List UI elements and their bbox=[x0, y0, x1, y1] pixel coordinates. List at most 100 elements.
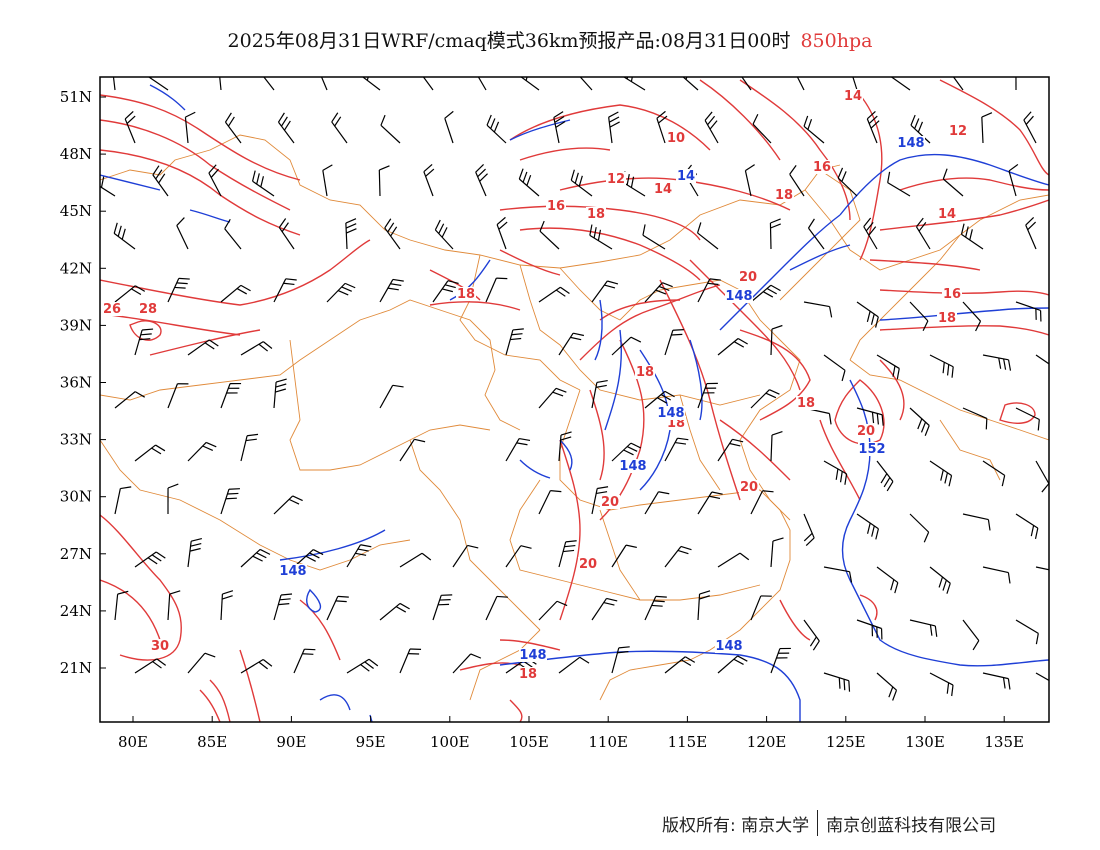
height-contour-label: 148 bbox=[619, 459, 646, 474]
wind-barb bbox=[346, 658, 379, 674]
wind-barb bbox=[1015, 77, 1017, 91]
wind-barb bbox=[187, 538, 203, 568]
temperature-contour-label: 20 bbox=[739, 270, 757, 285]
geopotential-isoheight bbox=[319, 694, 351, 711]
contour-label-bg bbox=[948, 124, 968, 138]
temperature-isotherm bbox=[429, 301, 521, 311]
wind-barb bbox=[379, 384, 404, 409]
lat-label: 42N bbox=[60, 259, 92, 277]
lat-label: 30N bbox=[60, 488, 92, 506]
lat-label: 36N bbox=[60, 374, 92, 392]
wind-barb bbox=[322, 164, 333, 197]
contour-label-bg bbox=[725, 289, 753, 303]
temperature-isotherm bbox=[579, 284, 721, 361]
wind-barb bbox=[558, 540, 577, 568]
wind-barb bbox=[696, 222, 719, 250]
wind-barb bbox=[876, 354, 900, 380]
temperature-isotherm bbox=[559, 177, 791, 211]
wind-barb bbox=[220, 488, 240, 515]
border-line bbox=[100, 299, 521, 431]
wind-barb bbox=[434, 219, 454, 250]
wind-barb bbox=[644, 491, 670, 515]
wind-barb bbox=[664, 656, 696, 674]
wind-barb bbox=[114, 391, 146, 409]
wind-barb bbox=[611, 336, 642, 356]
temperature-isotherm bbox=[559, 439, 581, 621]
lat-label: 45N bbox=[60, 202, 92, 220]
temperature-isotherm bbox=[499, 249, 561, 276]
title-text: 2025年08月31日WRF/cmaq模式36km预报产品:08月31日00时 bbox=[227, 30, 791, 52]
wind-barb bbox=[273, 593, 293, 621]
wind-barb bbox=[184, 111, 196, 144]
contour-label-bg bbox=[666, 131, 686, 145]
height-contour-label: 148 bbox=[279, 564, 306, 579]
wind-barb bbox=[717, 552, 750, 568]
temperature-isotherm bbox=[589, 389, 605, 481]
temperature-isotherm bbox=[879, 289, 1049, 296]
map-frame bbox=[99, 76, 1050, 723]
wind-barb bbox=[220, 590, 234, 621]
temperature-contour-label: 10 bbox=[667, 131, 685, 146]
contour-label-bg bbox=[715, 639, 743, 653]
axis-ticks bbox=[100, 96, 1005, 722]
wind-barb bbox=[452, 653, 482, 674]
wind-barb bbox=[769, 218, 781, 250]
wind-barb bbox=[664, 545, 692, 568]
temperature-isotherm bbox=[779, 599, 811, 641]
wind-barb bbox=[704, 111, 719, 144]
wind-barb bbox=[326, 282, 356, 303]
temperature-isotherm bbox=[699, 79, 781, 161]
temperature-isotherm bbox=[509, 104, 711, 151]
wind-barb bbox=[770, 324, 783, 356]
temperature-contour-label: 26 bbox=[103, 302, 121, 317]
geopotential-contours bbox=[100, 84, 1049, 722]
wind-barb bbox=[622, 171, 646, 197]
temperature-isotherm bbox=[429, 269, 481, 301]
temperature-contour-label: 18 bbox=[457, 287, 475, 302]
wind-barb bbox=[219, 77, 222, 91]
wind-barb bbox=[380, 114, 401, 144]
contour-label-bg bbox=[653, 182, 673, 196]
height-contour-label: 148 bbox=[897, 136, 924, 151]
wind-barb bbox=[697, 278, 721, 303]
wind-barb bbox=[717, 438, 744, 462]
wind-barb bbox=[803, 619, 820, 651]
wind-barb bbox=[982, 354, 1012, 371]
contour-label-bg bbox=[600, 495, 620, 509]
wind-barb bbox=[1015, 407, 1040, 431]
map-title: 2025年08月31日WRF/cmaq模式36km预报产品:08月31日00时 8… bbox=[0, 26, 1100, 53]
temperature-contour-label: 18 bbox=[636, 365, 654, 380]
lon-label: 115E bbox=[668, 733, 708, 751]
wind-barb bbox=[664, 329, 684, 356]
temperature-isotherm bbox=[879, 359, 905, 421]
contour-label-bg bbox=[586, 207, 606, 221]
wind-barb bbox=[293, 648, 316, 674]
lon-label: 105E bbox=[509, 733, 549, 751]
wind-barb bbox=[539, 220, 560, 250]
wind-barb bbox=[909, 301, 929, 332]
wind-barb bbox=[1023, 111, 1037, 144]
temperature-isotherm bbox=[100, 119, 291, 211]
temperature-isotherm bbox=[599, 299, 681, 321]
wind-barb bbox=[147, 77, 169, 91]
wind-barb bbox=[750, 595, 772, 621]
wind-barb bbox=[876, 460, 894, 492]
border-line bbox=[939, 419, 1001, 481]
temperature-contour-label: 18 bbox=[797, 396, 815, 411]
wind-barb bbox=[717, 337, 748, 356]
temperature-isotherm bbox=[834, 379, 885, 445]
wind-barb bbox=[273, 495, 303, 515]
contour-label-bg bbox=[657, 406, 685, 420]
wind-barb bbox=[789, 165, 805, 197]
wind-barb bbox=[432, 594, 453, 621]
lon-label: 130E bbox=[905, 733, 945, 751]
wind-barb bbox=[697, 382, 718, 409]
contour-label-bg bbox=[578, 557, 598, 571]
wind-barb bbox=[982, 672, 1011, 690]
wind-barb bbox=[485, 277, 508, 303]
lon-label: 135E bbox=[984, 733, 1024, 751]
contour-label-bg bbox=[606, 172, 626, 186]
wind-barb bbox=[887, 171, 911, 197]
wind-barb bbox=[538, 490, 562, 515]
temperature-isotherm bbox=[509, 699, 523, 722]
